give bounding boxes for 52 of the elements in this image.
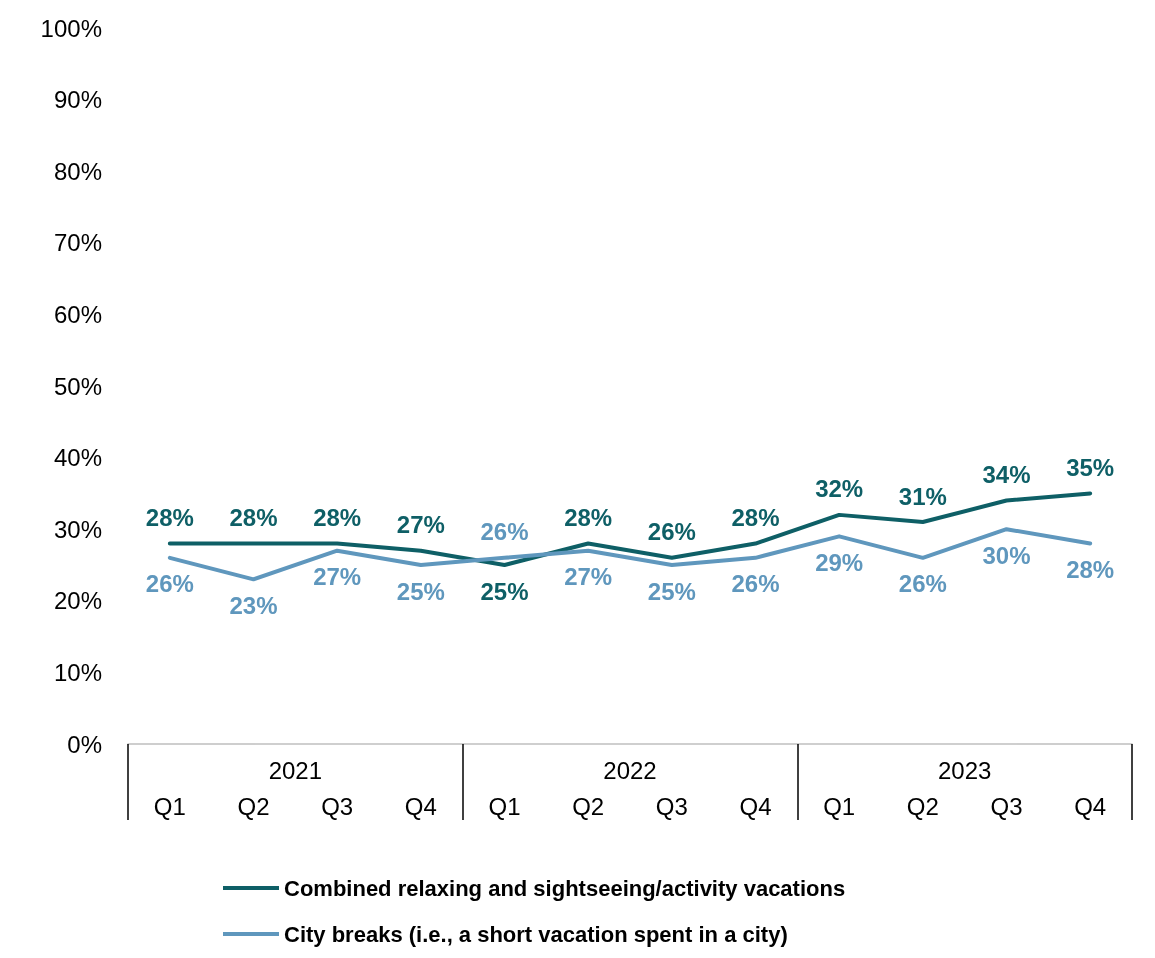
data-label: 27% xyxy=(564,563,613,591)
data-label: 28% xyxy=(1066,556,1115,584)
data-label: 29% xyxy=(815,548,864,576)
text: 2021 xyxy=(268,756,323,784)
y-tick-label: 30% xyxy=(53,515,102,543)
y-tick-label: 50% xyxy=(53,372,102,400)
data-label: 34% xyxy=(982,461,1031,489)
x-tick-label: Q2 xyxy=(572,792,605,820)
data-label: 26% xyxy=(480,518,529,546)
data-label: 25% xyxy=(480,577,529,605)
data-label: 28% xyxy=(229,504,278,532)
data-label: 28% xyxy=(313,504,362,532)
x-tick-label: Q3 xyxy=(321,792,354,820)
x-tick-label: Q4 xyxy=(404,792,437,820)
data-label: 28% xyxy=(564,504,613,532)
data-label: 25% xyxy=(396,577,445,605)
x-tick-label: Q3 xyxy=(655,792,688,820)
y-tick-label: 90% xyxy=(53,86,102,114)
y-tick-label: 20% xyxy=(53,587,102,615)
y-tick-label: 100% xyxy=(40,14,102,42)
x-tick-label: Q4 xyxy=(1074,792,1107,820)
y-tick-label: 60% xyxy=(53,300,102,328)
x-tick-label: Q1 xyxy=(153,792,186,820)
data-label: 26% xyxy=(731,570,780,598)
text: 2022 xyxy=(603,756,657,784)
legend-label: City breaks (i.e., a short vacation spent in a city) xyxy=(284,921,788,947)
x-tick-label: Q2 xyxy=(906,792,939,820)
data-label: 26% xyxy=(647,518,696,546)
y-tick-label: 70% xyxy=(53,229,102,257)
data-label: 26% xyxy=(898,570,947,598)
data-label: 27% xyxy=(396,511,445,539)
data-label: 25% xyxy=(647,577,696,605)
data-label: 30% xyxy=(982,541,1031,569)
y-tick-label: 80% xyxy=(53,157,102,185)
data-label: 31% xyxy=(898,482,947,510)
legend-label: Combined relaxing and sightseeing/activity vacations xyxy=(284,875,846,901)
x-tick-label: Q2 xyxy=(237,792,270,820)
y-tick-label: 0% xyxy=(67,730,102,758)
data-label: 26% xyxy=(145,570,194,598)
data-label: 28% xyxy=(145,504,194,532)
x-tick-label: Q4 xyxy=(739,792,772,820)
y-tick-label: 10% xyxy=(53,658,102,686)
x-tick-label: Q1 xyxy=(488,792,521,820)
data-label: 28% xyxy=(731,504,780,532)
data-label: 35% xyxy=(1066,453,1115,481)
y-tick-label: 40% xyxy=(53,444,102,472)
data-label: 32% xyxy=(815,475,864,503)
data-label: 23% xyxy=(229,591,278,619)
x-tick-label: Q3 xyxy=(990,792,1023,820)
x-tick-label: Q1 xyxy=(823,792,856,820)
text: 2023 xyxy=(937,756,992,784)
data-label: 27% xyxy=(313,563,362,591)
